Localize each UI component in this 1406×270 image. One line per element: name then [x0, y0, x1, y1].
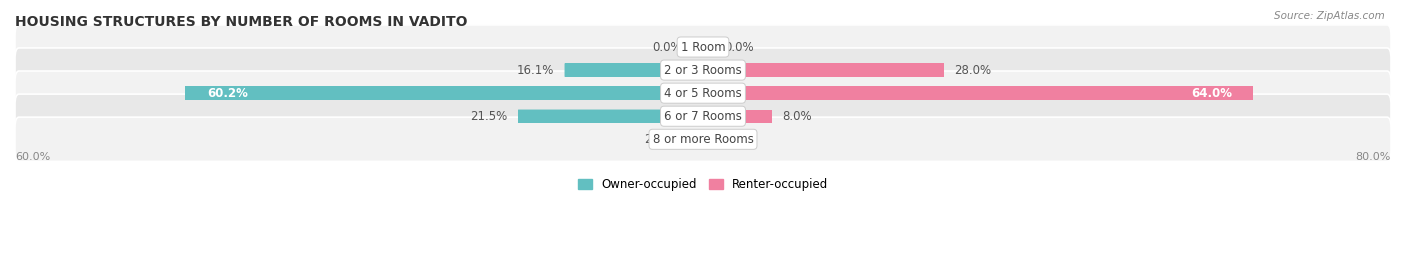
Text: 21.5%: 21.5% — [471, 110, 508, 123]
Text: 4 or 5 Rooms: 4 or 5 Rooms — [664, 87, 742, 100]
Bar — [565, 63, 703, 77]
Text: 16.1%: 16.1% — [517, 64, 554, 77]
Text: 28.0%: 28.0% — [955, 64, 991, 77]
FancyBboxPatch shape — [565, 63, 703, 77]
Text: Source: ZipAtlas.com: Source: ZipAtlas.com — [1274, 11, 1385, 21]
Bar — [703, 110, 772, 123]
Text: 2.2%: 2.2% — [644, 133, 673, 146]
FancyBboxPatch shape — [15, 48, 1391, 92]
Bar — [703, 63, 943, 77]
Text: HOUSING STRUCTURES BY NUMBER OF ROOMS IN VADITO: HOUSING STRUCTURES BY NUMBER OF ROOMS IN… — [15, 15, 468, 29]
Text: 0.0%: 0.0% — [652, 40, 682, 53]
Text: 60.2%: 60.2% — [207, 87, 247, 100]
Text: 80.0%: 80.0% — [1355, 152, 1391, 162]
Text: 0.0%: 0.0% — [724, 133, 754, 146]
Text: 8.0%: 8.0% — [782, 110, 811, 123]
Legend: Owner-occupied, Renter-occupied: Owner-occupied, Renter-occupied — [572, 173, 834, 195]
Bar — [517, 110, 703, 123]
FancyBboxPatch shape — [15, 25, 1391, 69]
Text: 6 or 7 Rooms: 6 or 7 Rooms — [664, 110, 742, 123]
Text: 64.0%: 64.0% — [1191, 87, 1232, 100]
FancyBboxPatch shape — [685, 133, 703, 146]
FancyBboxPatch shape — [186, 86, 703, 100]
Bar — [186, 86, 703, 100]
Text: 60.0%: 60.0% — [15, 152, 51, 162]
Text: 0.0%: 0.0% — [724, 40, 754, 53]
FancyBboxPatch shape — [15, 94, 1391, 138]
FancyBboxPatch shape — [15, 117, 1391, 161]
FancyBboxPatch shape — [517, 110, 703, 123]
Text: 8 or more Rooms: 8 or more Rooms — [652, 133, 754, 146]
Text: 1 Room: 1 Room — [681, 40, 725, 53]
Text: 2 or 3 Rooms: 2 or 3 Rooms — [664, 64, 742, 77]
Bar — [685, 133, 703, 146]
Bar — [703, 86, 1253, 100]
FancyBboxPatch shape — [15, 71, 1391, 115]
